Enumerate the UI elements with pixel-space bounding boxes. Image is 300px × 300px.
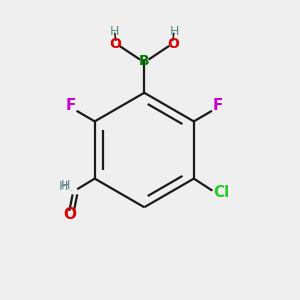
Text: Cl: Cl <box>213 185 230 200</box>
Text: C: C <box>70 190 71 191</box>
Text: F: F <box>212 98 223 113</box>
Text: B: B <box>139 54 150 68</box>
Text: F: F <box>66 98 76 113</box>
Text: H: H <box>61 179 70 192</box>
Text: H: H <box>109 25 119 38</box>
Text: O: O <box>63 207 76 222</box>
Text: O: O <box>110 37 122 51</box>
Text: O: O <box>167 37 179 51</box>
Text: H: H <box>59 180 68 193</box>
Text: H: H <box>170 25 179 38</box>
